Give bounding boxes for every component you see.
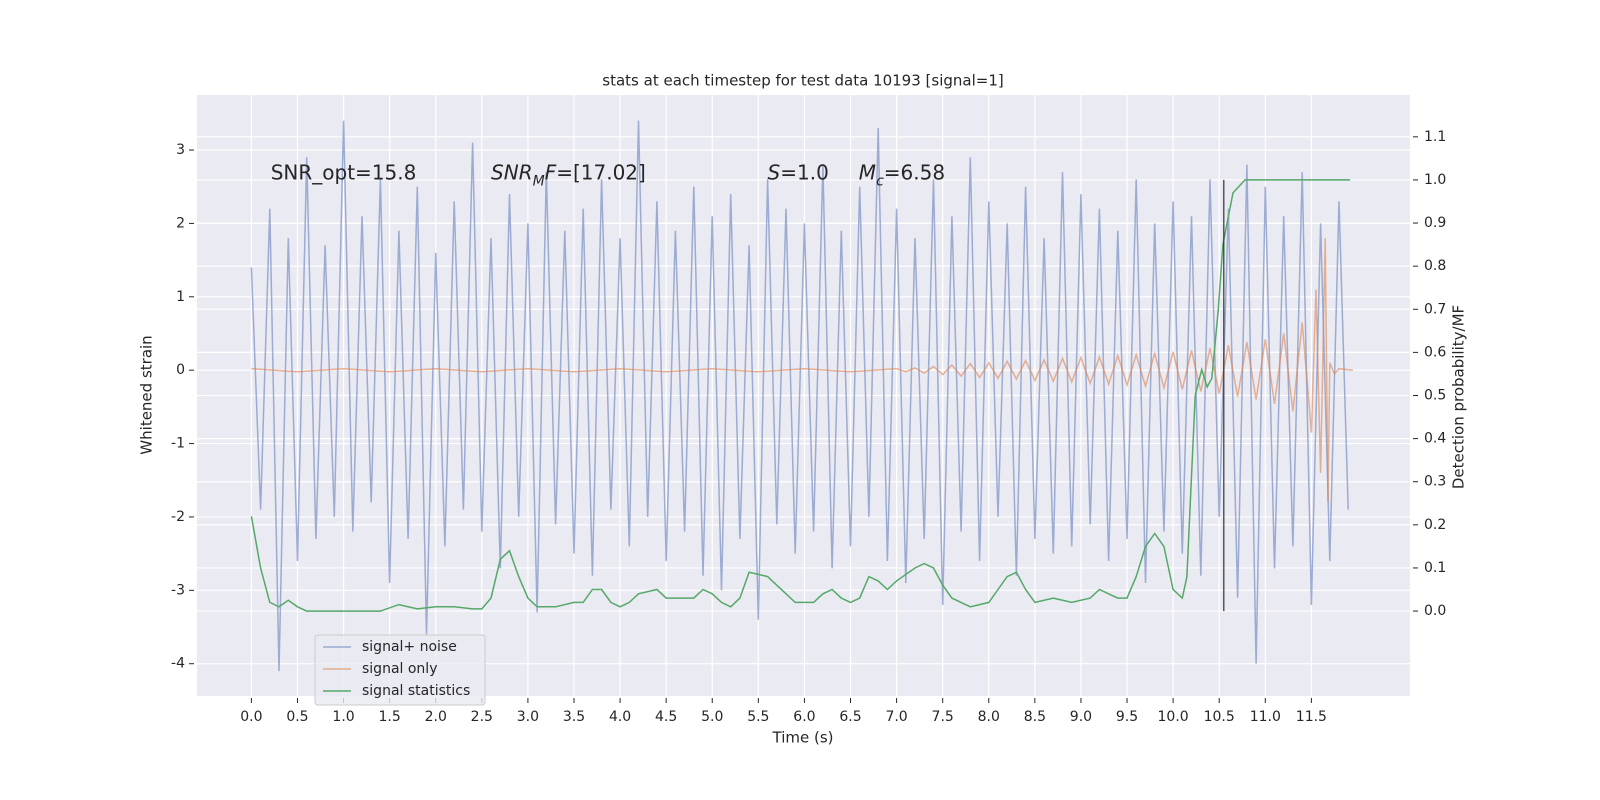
annotation-part: =[17.02] — [556, 160, 646, 184]
legend-box — [314, 634, 486, 706]
y-tick-label: -4 — [171, 656, 185, 672]
y-tick-label: 3 — [176, 142, 185, 158]
x-tick-label: 1.0 — [332, 709, 354, 725]
x-tick-label: 3.0 — [517, 709, 539, 725]
x-tick-label: 7.5 — [932, 709, 954, 725]
chart-title: stats at each timestep for test data 101… — [602, 72, 1003, 90]
x-tick-label: 10.5 — [1204, 709, 1235, 725]
y2-tick-label: 0.9 — [1424, 215, 1446, 231]
y2-tick-label: 0.1 — [1424, 560, 1446, 576]
x-tick-label: 2.0 — [425, 709, 447, 725]
x-tick-label: 10.0 — [1158, 709, 1189, 725]
x-tick-label: 0.5 — [286, 709, 308, 725]
y2-tick-label: 0.8 — [1424, 258, 1446, 274]
legend-label: signal only — [362, 661, 437, 677]
x-tick-label: 9.5 — [1116, 709, 1138, 725]
x-tick-label: 4.0 — [609, 709, 631, 725]
legend-label: signal statistics — [362, 683, 470, 699]
y-tick-label: -3 — [171, 582, 185, 598]
y2-tick-label: 1.0 — [1424, 172, 1446, 188]
y2-tick-label: 1.1 — [1424, 129, 1446, 145]
annotation-part: =6.58 — [884, 160, 945, 184]
y2-tick-label: 0.3 — [1424, 474, 1446, 490]
x-tick-label: 2.5 — [471, 709, 493, 725]
y2-tick-label: 0.7 — [1424, 301, 1446, 317]
x-tick-label: 5.5 — [747, 709, 769, 725]
y2-tick-label: 0.6 — [1424, 344, 1446, 360]
y-tick-label: -1 — [171, 436, 185, 452]
annotation-part: S — [768, 160, 781, 184]
y2-tick-label: 0.5 — [1424, 388, 1446, 404]
x-tick-label: 3.5 — [563, 709, 585, 725]
annotation: S=1.0 — [768, 160, 829, 184]
x-tick-label: 6.0 — [793, 709, 815, 725]
annotation-part: SNR — [491, 160, 533, 184]
legend-label: signal+ noise — [362, 639, 457, 655]
x-tick-label: 8.5 — [1024, 709, 1046, 725]
y-tick-label: -2 — [171, 509, 185, 525]
x-tick-label: 11.0 — [1250, 709, 1281, 725]
y-axis-label: Whitened strain — [138, 335, 156, 454]
series-line — [250, 179, 1351, 612]
annotation-part: SNR_opt=15.8 — [271, 160, 417, 184]
x-tick-label: 7.0 — [885, 709, 907, 725]
labels: 0.0 0.5 1.0 1.5 2.0 2.5 3.0 3.5 4.0 4.5 5.0 5.5 6.0 6… — [171, 129, 1446, 725]
x-tick-label: 9.0 — [1070, 709, 1092, 725]
y-tick-label: 0 — [176, 362, 185, 378]
annotation-part: =1.0 — [780, 160, 829, 184]
y2-tick-label: 0.0 — [1424, 603, 1446, 619]
x-axis-label: Time (s) — [772, 729, 834, 747]
annotation: Mc=6.58 — [859, 160, 945, 190]
annotation: SNRMF=[17.02] — [491, 160, 646, 190]
marks — [250, 120, 1353, 672]
x-tick-label: 1.5 — [379, 709, 401, 725]
annotation: SNR_opt=15.8 — [271, 160, 417, 184]
x-tick-label: 4.5 — [655, 709, 677, 725]
y2-tick-label: 0.2 — [1424, 517, 1446, 533]
y-tick-label: 2 — [176, 215, 185, 231]
series-line — [250, 120, 1349, 672]
x-tick-label: 6.5 — [839, 709, 861, 725]
x-tick-label: 11.5 — [1296, 709, 1327, 725]
series-line — [251, 238, 1353, 503]
y-tick-label: 1 — [176, 289, 185, 305]
annotation-part: c — [876, 174, 884, 190]
annotation-part: F — [545, 160, 557, 184]
x-tick-label: 5.0 — [701, 709, 723, 725]
x-tick-label: 8.0 — [978, 709, 1000, 725]
annotation-part: M — [859, 160, 876, 184]
x-tick-label: 0.0 — [240, 709, 262, 725]
annotation-part: M — [533, 174, 545, 190]
y2-tick-label: 0.4 — [1424, 431, 1446, 447]
y2-axis-label: Detection probability/MF — [1450, 305, 1468, 489]
